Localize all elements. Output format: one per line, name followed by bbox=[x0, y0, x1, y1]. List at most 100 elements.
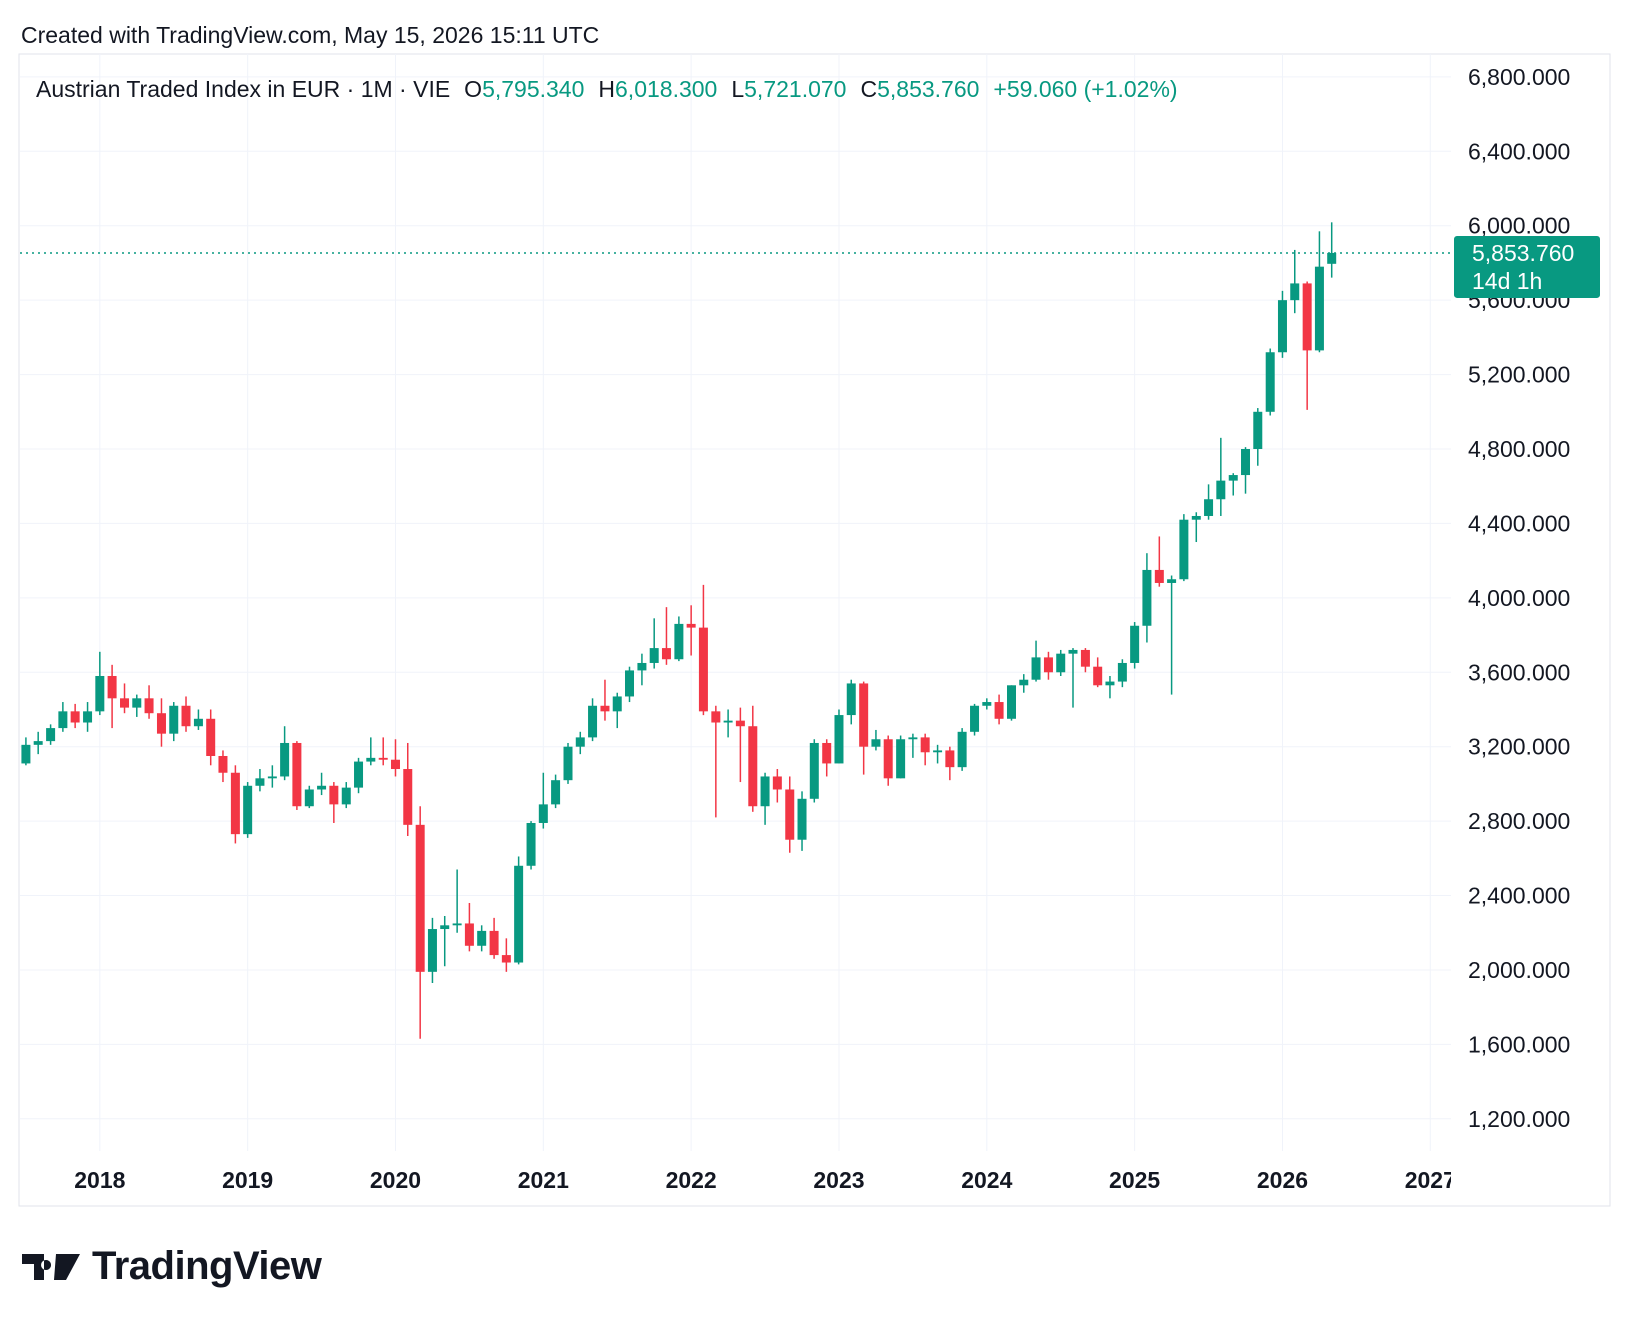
candle-body bbox=[822, 742, 832, 764]
legend-value: 6,018.300 bbox=[615, 76, 718, 102]
candle-body bbox=[674, 623, 684, 660]
candle-body bbox=[33, 741, 43, 745]
candle-body bbox=[206, 718, 216, 756]
x-tick-label: 2021 bbox=[518, 1167, 569, 1193]
price-label: 5,853.760 bbox=[1472, 240, 1574, 266]
candle-body bbox=[329, 785, 339, 805]
x-tick-label: 2024 bbox=[961, 1167, 1012, 1193]
y-tick-label: 5,200.000 bbox=[1468, 362, 1570, 388]
candle-body bbox=[1302, 283, 1312, 351]
candle-body bbox=[427, 929, 437, 972]
candle-body bbox=[1167, 579, 1177, 583]
candle-body bbox=[144, 698, 154, 714]
candle-body bbox=[193, 718, 203, 727]
candle-body bbox=[760, 776, 770, 807]
candle-body bbox=[1228, 475, 1238, 481]
candle-body bbox=[748, 726, 758, 807]
candle-body bbox=[354, 761, 364, 788]
candle-body bbox=[46, 728, 56, 742]
candle-body bbox=[292, 742, 302, 807]
y-tick-label: 4,000.000 bbox=[1468, 585, 1570, 611]
candle-body bbox=[859, 683, 869, 747]
candle-body bbox=[933, 750, 943, 753]
candle-body bbox=[1277, 300, 1287, 353]
candle-body bbox=[21, 744, 31, 764]
y-tick-label: 2,000.000 bbox=[1468, 957, 1570, 983]
candle-body bbox=[1204, 499, 1214, 516]
candle-body bbox=[883, 739, 893, 779]
candle-body bbox=[809, 742, 819, 799]
candle-body bbox=[156, 713, 166, 734]
candle-body bbox=[1265, 352, 1275, 412]
candle-body bbox=[526, 822, 536, 866]
candle-body bbox=[58, 711, 68, 729]
candle-body bbox=[612, 696, 622, 712]
candle-body bbox=[70, 711, 80, 723]
x-tick-label: 2022 bbox=[666, 1167, 717, 1193]
candle-body bbox=[1241, 449, 1251, 476]
candle-body bbox=[797, 798, 807, 840]
x-tick-label: 2018 bbox=[74, 1167, 125, 1193]
candle-body bbox=[1327, 252, 1337, 264]
legend-value: 5,853.760 bbox=[877, 76, 980, 102]
candle-body bbox=[1031, 657, 1041, 680]
candle-body bbox=[1179, 519, 1189, 580]
candle-body bbox=[1093, 666, 1103, 686]
candle-body bbox=[649, 648, 659, 663]
y-tick-label: 2,800.000 bbox=[1468, 808, 1570, 834]
legend-value: 5,795.340 bbox=[482, 76, 585, 102]
candle-body bbox=[711, 711, 721, 723]
y-tick-label: 6,000.000 bbox=[1468, 213, 1570, 239]
x-tick-label: 2023 bbox=[813, 1167, 864, 1193]
candle-body bbox=[440, 925, 450, 930]
candle-body bbox=[1068, 649, 1078, 654]
candle-body bbox=[230, 772, 240, 835]
candle-body bbox=[366, 757, 376, 762]
symbol: Austrian Traded Index in EUR · 1M · VIE bbox=[36, 76, 451, 102]
candle-body bbox=[1290, 283, 1300, 301]
candle-body bbox=[501, 955, 511, 963]
logo-text: TradingView bbox=[92, 1244, 322, 1288]
candle-body bbox=[575, 737, 585, 747]
chart-frame bbox=[18, 53, 1611, 1207]
x-tick-label: 2020 bbox=[370, 1167, 421, 1193]
candle-body bbox=[390, 759, 400, 770]
candle-body bbox=[1056, 653, 1066, 673]
price-label-box bbox=[1454, 235, 1600, 298]
candle-body bbox=[908, 737, 918, 740]
candle-body bbox=[1006, 685, 1016, 719]
candle-body bbox=[280, 742, 290, 777]
candle-body bbox=[896, 739, 906, 779]
y-tick-label: 1,200.000 bbox=[1468, 1106, 1570, 1132]
candle-body bbox=[600, 705, 610, 712]
candle-body bbox=[341, 787, 351, 805]
candle-body bbox=[1019, 679, 1029, 686]
candle-body bbox=[1043, 657, 1053, 673]
candle-body bbox=[1154, 569, 1164, 583]
x-tick-label: 2026 bbox=[1257, 1167, 1308, 1193]
candle-body bbox=[723, 720, 733, 723]
candle-body bbox=[1216, 480, 1226, 500]
candle-body bbox=[1253, 411, 1263, 450]
logo[interactable]: TradingView bbox=[22, 1244, 322, 1289]
candle-body bbox=[1117, 662, 1127, 682]
candle-body bbox=[772, 776, 782, 790]
y-tick-label: 4,400.000 bbox=[1468, 510, 1570, 536]
legend-change: +59.060 (+1.02%) bbox=[993, 76, 1178, 102]
legend-value: 5,721.070 bbox=[744, 76, 847, 102]
candle-body bbox=[957, 731, 967, 768]
x-tick-label: 2027 bbox=[1405, 1167, 1456, 1193]
created-note: Created with TradingView.com, May 15, 20… bbox=[21, 22, 600, 48]
candle-body bbox=[538, 804, 548, 823]
y-tick-label: 1,600.000 bbox=[1468, 1031, 1570, 1057]
y-tick-label: 3,200.000 bbox=[1468, 734, 1570, 760]
candle-body bbox=[267, 776, 277, 779]
candle-body bbox=[107, 675, 117, 699]
candle-body bbox=[920, 737, 930, 753]
candle-body bbox=[1191, 515, 1201, 520]
candle-body bbox=[785, 789, 795, 840]
candle-body bbox=[563, 746, 573, 781]
candle-body bbox=[1130, 625, 1140, 663]
candle-body bbox=[551, 780, 561, 805]
